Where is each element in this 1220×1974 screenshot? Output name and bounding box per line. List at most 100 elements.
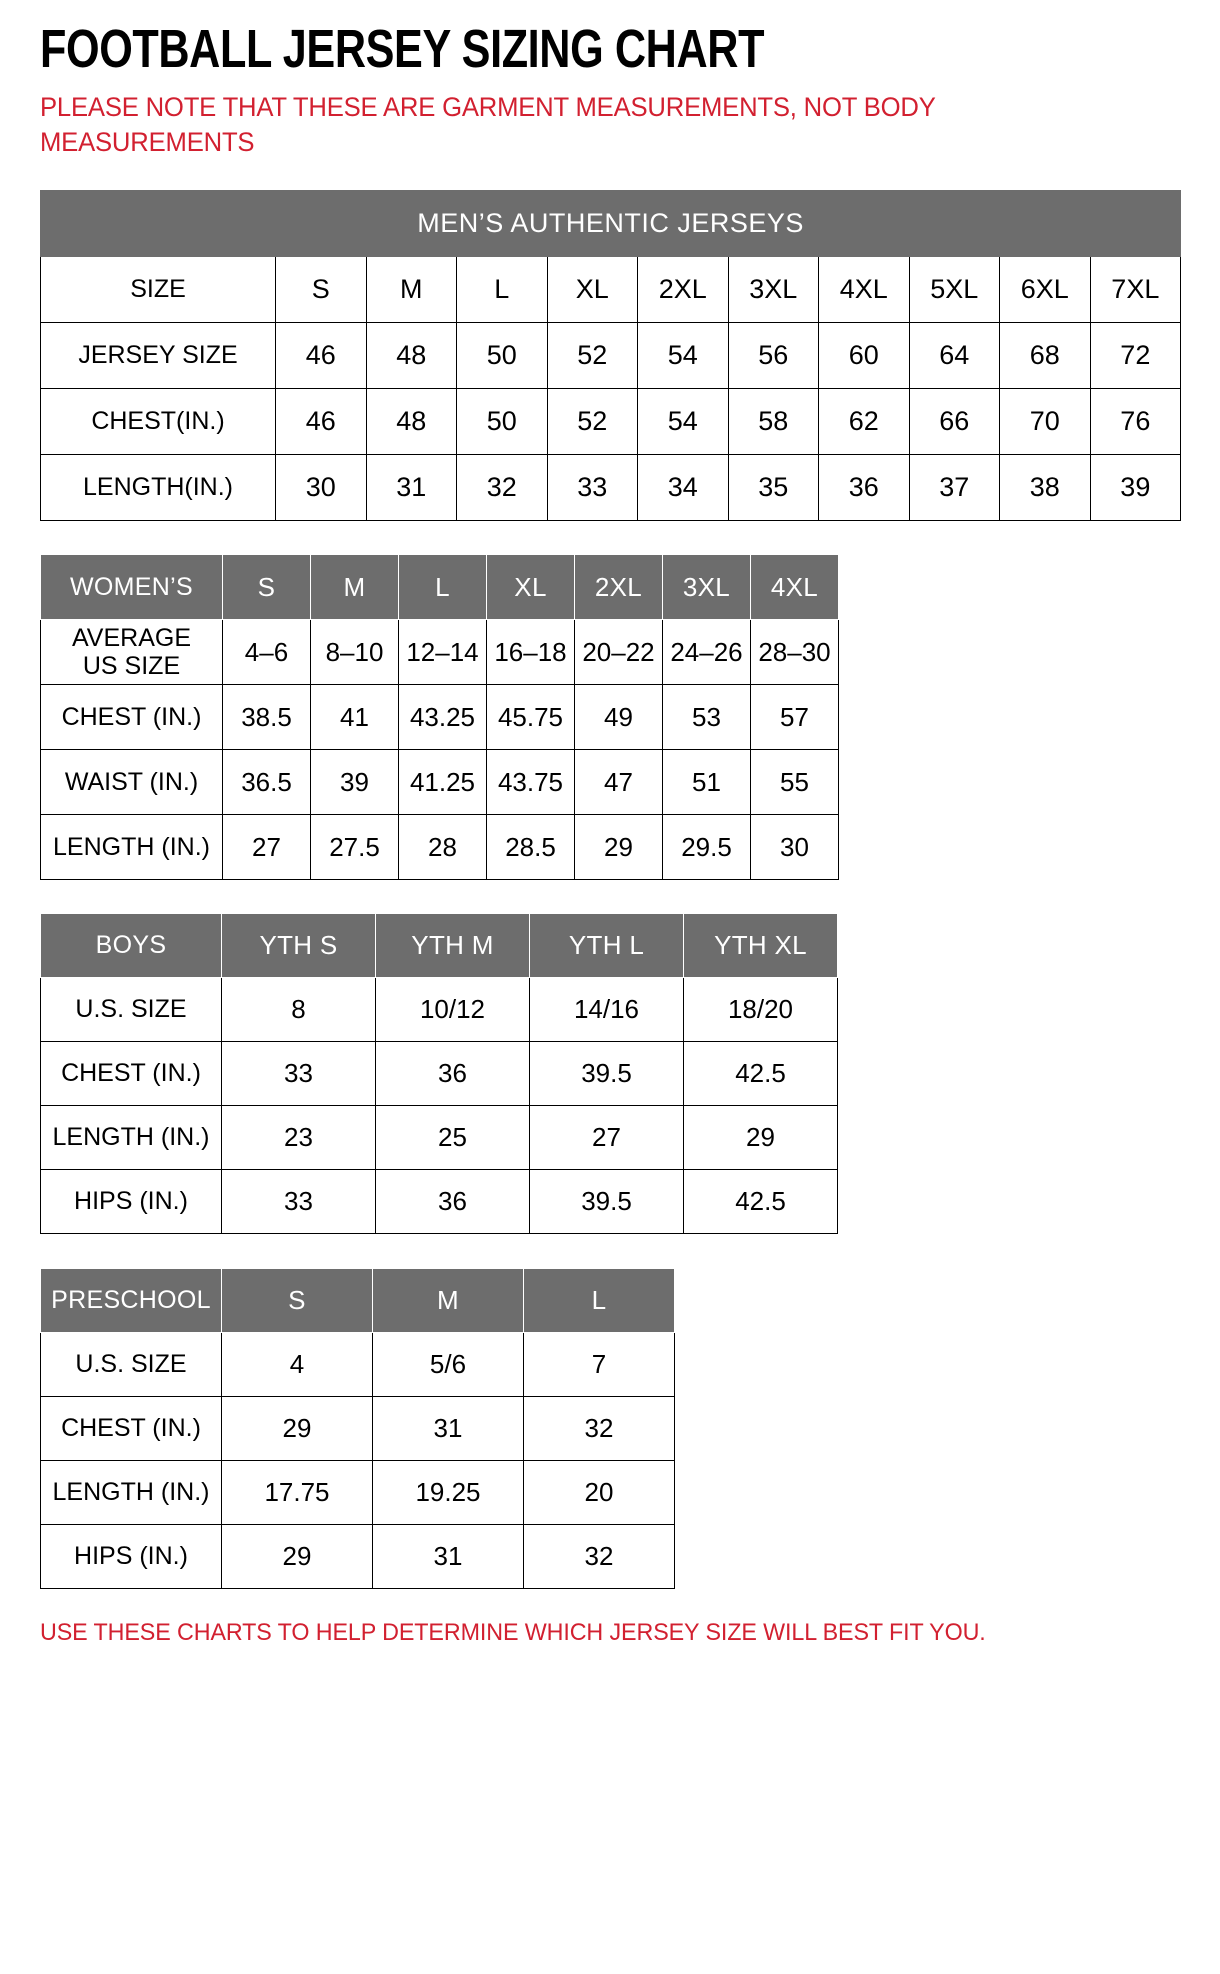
cell: 8–10 <box>310 619 399 686</box>
cell: 17.75 <box>221 1460 373 1526</box>
row-label: AVERAGE US SIZE <box>40 619 223 686</box>
boys-header-label: BOYS <box>40 913 222 979</box>
cell: 39.5 <box>529 1041 684 1107</box>
cell: 62 <box>818 388 910 456</box>
cell: 48 <box>365 322 457 390</box>
womens-size-2xl: 2XL <box>574 554 663 621</box>
boys-sizing-table: BOYS YTH S YTH M YTH L YTH XL U.S. SIZE … <box>40 913 838 1235</box>
cell: 52 <box>546 388 638 456</box>
womens-size-3xl: 3XL <box>662 554 751 621</box>
cell: 53 <box>662 684 751 751</box>
row-label: U.S. SIZE <box>40 1332 222 1398</box>
cell: 7 <box>523 1332 675 1398</box>
table-row: CHEST(IN.) 46 48 50 52 54 58 62 66 70 76 <box>40 388 1182 456</box>
cell: 33 <box>221 1169 376 1235</box>
womens-size-s: S <box>222 554 311 621</box>
row-label: CHEST (IN.) <box>40 1396 222 1462</box>
cell: 42.5 <box>683 1041 838 1107</box>
row-label: HIPS (IN.) <box>40 1524 222 1590</box>
cell: 14/16 <box>529 977 684 1043</box>
preschool-header-label: PRESCHOOL <box>40 1268 222 1334</box>
cell: 43.25 <box>398 684 487 751</box>
table-row: JERSEY SIZE 46 48 50 52 54 56 60 64 68 7… <box>40 322 1182 390</box>
cell: 31 <box>365 454 457 522</box>
table-row: CHEST (IN.) 29 31 32 <box>40 1396 675 1462</box>
womens-header-row: WOMEN’S S M L XL 2XL 3XL 4XL <box>40 554 839 621</box>
cell: 43.75 <box>486 749 575 816</box>
cell: 50 <box>456 388 548 456</box>
womens-header-label: WOMEN’S <box>40 554 223 621</box>
cell: 36 <box>375 1041 530 1107</box>
table-row: HIPS (IN.) 33 36 39.5 42.5 <box>40 1169 838 1235</box>
mens-size-header-row: SIZE S M L XL 2XL 3XL 4XL 5XL 6XL 7XL <box>40 256 1182 324</box>
row-label: HIPS (IN.) <box>40 1169 222 1235</box>
table-row: AVERAGE US SIZE 4–6 8–10 12–14 16–18 20–2… <box>40 619 839 686</box>
cell: 60 <box>818 322 910 390</box>
cell: 54 <box>637 322 729 390</box>
table-row: LENGTH (IN.) 23 25 27 29 <box>40 1105 838 1171</box>
boys-size-yth-m: YTH M <box>375 913 530 979</box>
cell: 29 <box>221 1396 373 1462</box>
table-row: LENGTH (IN.) 17.75 19.25 20 <box>40 1460 675 1526</box>
cell: 4–6 <box>222 619 311 686</box>
cell: 25 <box>375 1105 530 1171</box>
cell: 48 <box>365 388 457 456</box>
cell: 47 <box>574 749 663 816</box>
cell: 19.25 <box>372 1460 524 1526</box>
cell: 28–30 <box>750 619 839 686</box>
page-title: FOOTBALL JERSEY SIZING CHART <box>40 19 765 79</box>
cell: 35 <box>727 454 819 522</box>
cell: 33 <box>221 1041 376 1107</box>
preschool-sizing-table: PRESCHOOL S M L U.S. SIZE 4 5/6 7 CHEST … <box>40 1268 675 1590</box>
cell: 23 <box>221 1105 376 1171</box>
cell: 68 <box>999 322 1091 390</box>
cell: 36.5 <box>222 749 311 816</box>
boys-size-yth-l: YTH L <box>529 913 684 979</box>
mens-size-xl: XL <box>546 256 638 324</box>
cell: 32 <box>456 454 548 522</box>
cell: 54 <box>637 388 729 456</box>
cell: 32 <box>523 1396 675 1462</box>
cell: 45.75 <box>486 684 575 751</box>
cell: 12–14 <box>398 619 487 686</box>
boys-header-row: BOYS YTH S YTH M YTH L YTH XL <box>40 913 838 979</box>
cell: 51 <box>662 749 751 816</box>
table-row: LENGTH(IN.) 30 31 32 33 34 35 36 37 38 3… <box>40 454 1182 522</box>
cell: 41.25 <box>398 749 487 816</box>
cell: 38 <box>999 454 1091 522</box>
cell: 46 <box>275 322 367 390</box>
cell: 5/6 <box>372 1332 524 1398</box>
cell: 34 <box>637 454 729 522</box>
cell: 39.5 <box>529 1169 684 1235</box>
table-row: LENGTH (IN.) 27 27.5 28 28.5 29 29.5 30 <box>40 814 839 881</box>
table-row: WAIST (IN.) 36.5 39 41.25 43.75 47 51 55 <box>40 749 839 816</box>
table-row: HIPS (IN.) 29 31 32 <box>40 1524 675 1590</box>
cell: 29.5 <box>662 814 751 881</box>
cell: 36 <box>375 1169 530 1235</box>
row-label: U.S. SIZE <box>40 977 222 1043</box>
cell: 70 <box>999 388 1091 456</box>
cell: 33 <box>546 454 638 522</box>
sizing-chart-page: FOOTBALL JERSEY SIZING CHART PLEASE NOTE… <box>39 19 1182 1646</box>
cell: 50 <box>456 322 548 390</box>
cell: 18/20 <box>683 977 838 1043</box>
mens-size-3xl: 3XL <box>727 256 819 324</box>
row-label: CHEST(IN.) <box>40 388 276 456</box>
cell: 37 <box>908 454 1000 522</box>
cell: 76 <box>1089 388 1182 456</box>
cell: 28 <box>398 814 487 881</box>
row-label-line1: AVERAGE <box>71 624 192 653</box>
table-row: CHEST (IN.) 38.5 41 43.25 45.75 49 53 57 <box>40 684 839 751</box>
cell: 16–18 <box>486 619 575 686</box>
womens-size-l: L <box>398 554 487 621</box>
cell: 72 <box>1089 322 1182 390</box>
mens-size-s: S <box>275 256 367 324</box>
preschool-header-row: PRESCHOOL S M L <box>40 1268 675 1334</box>
cell: 4 <box>221 1332 373 1398</box>
cell: 36 <box>818 454 910 522</box>
cell: 29 <box>574 814 663 881</box>
preschool-size-l: L <box>523 1268 675 1334</box>
cell: 20 <box>523 1460 675 1526</box>
cell: 29 <box>683 1105 838 1171</box>
cell: 55 <box>750 749 839 816</box>
